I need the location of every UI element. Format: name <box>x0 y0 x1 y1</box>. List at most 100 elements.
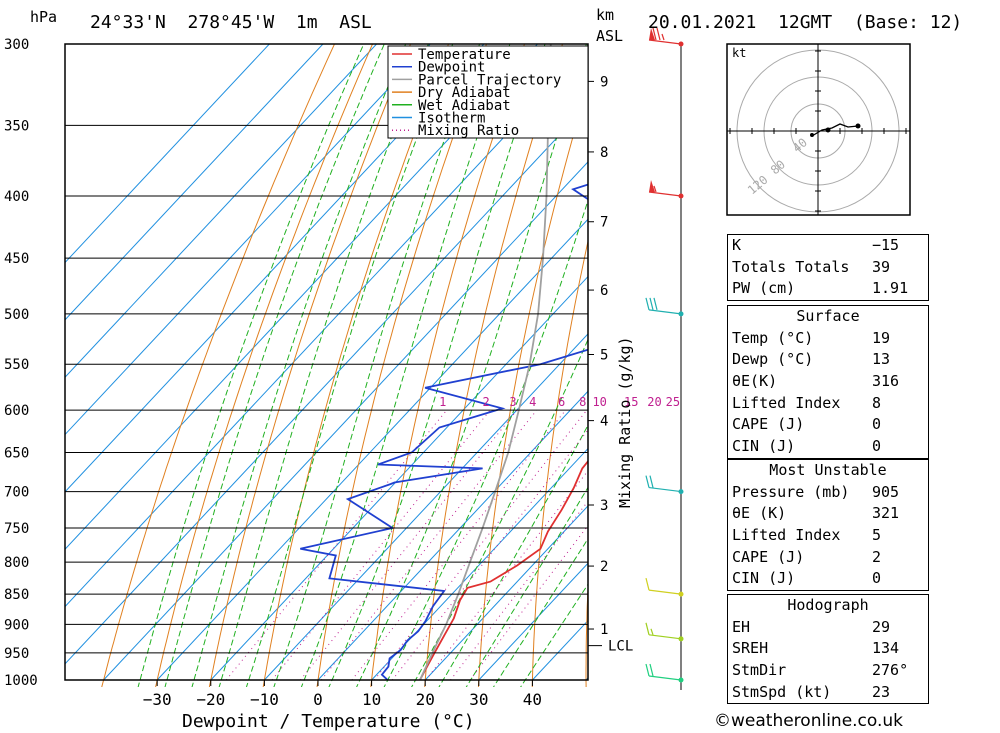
wind-barb <box>645 622 682 640</box>
hodograph-point <box>810 133 814 137</box>
legend-label: Wet Adiabat <box>418 98 511 114</box>
table-key: CIN (J) <box>732 437 796 456</box>
table-row: PW (cm) 1.91 <box>728 278 928 300</box>
wet-adiabat <box>383 198 588 687</box>
wind-barb <box>645 475 682 493</box>
x-tick-label: 40 <box>523 690 542 709</box>
wind-barb-feather <box>645 663 650 677</box>
wind-barb-feather <box>653 297 658 310</box>
pressure-tick-label: 400 <box>4 189 29 205</box>
pressure-tick-label: 700 <box>4 485 29 501</box>
table-key: CAPE (J) <box>732 547 805 566</box>
x-tick-label: 10 <box>362 690 381 709</box>
wind-barb-flag <box>649 179 655 192</box>
lcl-label: LCL <box>608 639 633 655</box>
wet-adiabat <box>137 44 365 687</box>
isotherm-line <box>210 275 588 681</box>
wind-barb-feather <box>649 475 654 488</box>
mixing-ratio-label: 1 <box>439 395 446 409</box>
table-row: θE(K) 316 <box>728 371 928 393</box>
height-tick-label: 1 <box>600 622 608 638</box>
isotherm-line <box>317 390 588 681</box>
thermo-grid <box>65 44 588 687</box>
legend-label: Dry Adiabat <box>418 85 511 101</box>
hodograph-point <box>855 123 861 129</box>
mixing-ratio-label: 25 <box>666 395 680 409</box>
wind-barb-feather <box>645 297 650 310</box>
pressure-tick-label: 650 <box>4 445 29 461</box>
wind-barb <box>645 578 682 595</box>
hodograph-trace <box>811 123 859 137</box>
table-value: 13 <box>872 350 891 369</box>
wet-adiabat <box>492 537 588 687</box>
mixing-ratio-line <box>271 409 491 681</box>
isotherm-line <box>103 161 588 681</box>
wet-adiabat <box>273 44 481 687</box>
axes: 1 2 3 4 6 8 10 15 20 2530035040045050055060065070… <box>4 27 684 709</box>
table-value: 0 <box>872 569 882 588</box>
table-key: θE(K) <box>732 372 778 391</box>
height-tick-label: 2 <box>600 559 608 575</box>
plot-frame <box>64 43 589 681</box>
pressure-tick-label: 550 <box>4 357 29 373</box>
table-key: Lifted Index <box>732 526 841 545</box>
wet-adiabat <box>191 44 407 687</box>
mixing-ratio-line <box>469 524 588 681</box>
dry-adiabat <box>101 44 336 687</box>
mixing-ratio-label: 3 <box>509 395 516 409</box>
wind-barb <box>645 297 682 315</box>
table-key: Pressure (mb) <box>732 482 850 501</box>
table-row: Dewp (°C) 13 <box>728 349 928 371</box>
table-value: 276° <box>872 661 909 680</box>
mixing-ratio-label: 8 <box>579 395 586 409</box>
dry-adiabat <box>262 44 450 687</box>
wind-barb-flag <box>649 28 655 40</box>
mixing-ratio-line <box>450 500 588 681</box>
pressure-tick-label: 850 <box>4 587 29 603</box>
mixing-ratio-label: 10 <box>592 395 606 409</box>
dry-adiabat <box>477 83 588 687</box>
isotherm-line <box>65 44 431 436</box>
wind-barb-staff <box>648 309 682 315</box>
table-row: CAPE (J) 2 <box>728 547 928 569</box>
pressure-tick-label: 450 <box>4 251 29 267</box>
mixing-ratio-axis-label: Mixing Ratio (g/kg) <box>616 336 634 508</box>
table-value: 2 <box>872 547 882 566</box>
copyright-label: ©weatheronline.co.uk <box>714 711 904 731</box>
table-key: Lifted Index <box>732 393 841 412</box>
pressure-tick-label: 750 <box>4 521 29 537</box>
table-value: 134 <box>872 639 900 658</box>
isotherm-line <box>65 44 538 550</box>
x-axis-label: Dewpoint / Temperature (°C) <box>182 711 475 732</box>
pressure-tick-label: 500 <box>4 307 29 323</box>
table-row: SREH 134 <box>728 638 928 660</box>
wind-barb-feather <box>649 663 654 677</box>
height-tick-label: 3 <box>600 498 608 514</box>
wet-adiabat <box>300 44 511 687</box>
isotherm-line <box>156 218 588 681</box>
table-key: K <box>732 236 742 254</box>
wind-barb-staff <box>648 634 682 640</box>
table-row: θE (K) 321 <box>728 503 928 525</box>
table-value: 905 <box>872 482 900 501</box>
pressure-tick-label: 600 <box>4 403 29 419</box>
wet-adiabat <box>328 44 546 687</box>
isotherm-line <box>65 44 270 264</box>
legend-box <box>387 45 589 139</box>
x-tick-label: 0 <box>313 690 323 709</box>
mixing-ratio-line <box>425 469 588 681</box>
table-value: 0 <box>872 437 882 456</box>
table-row: Temp (°C) 19 <box>728 328 928 350</box>
table-row: Pressure (mb) 905 <box>728 482 928 504</box>
isotherm-line <box>65 46 588 608</box>
table-value: 5 <box>872 526 882 545</box>
table-value: 19 <box>872 328 891 347</box>
pressure-tick-label: 900 <box>4 617 29 633</box>
isotherm-line <box>424 505 588 681</box>
x-tick-label: −20 <box>196 690 225 709</box>
indices-table: K −15 Totals Totals 39 PW (cm) 1.91 <box>727 234 929 302</box>
wind-barb-staff <box>648 39 682 45</box>
pressure-unit-label: hPa <box>30 8 57 26</box>
